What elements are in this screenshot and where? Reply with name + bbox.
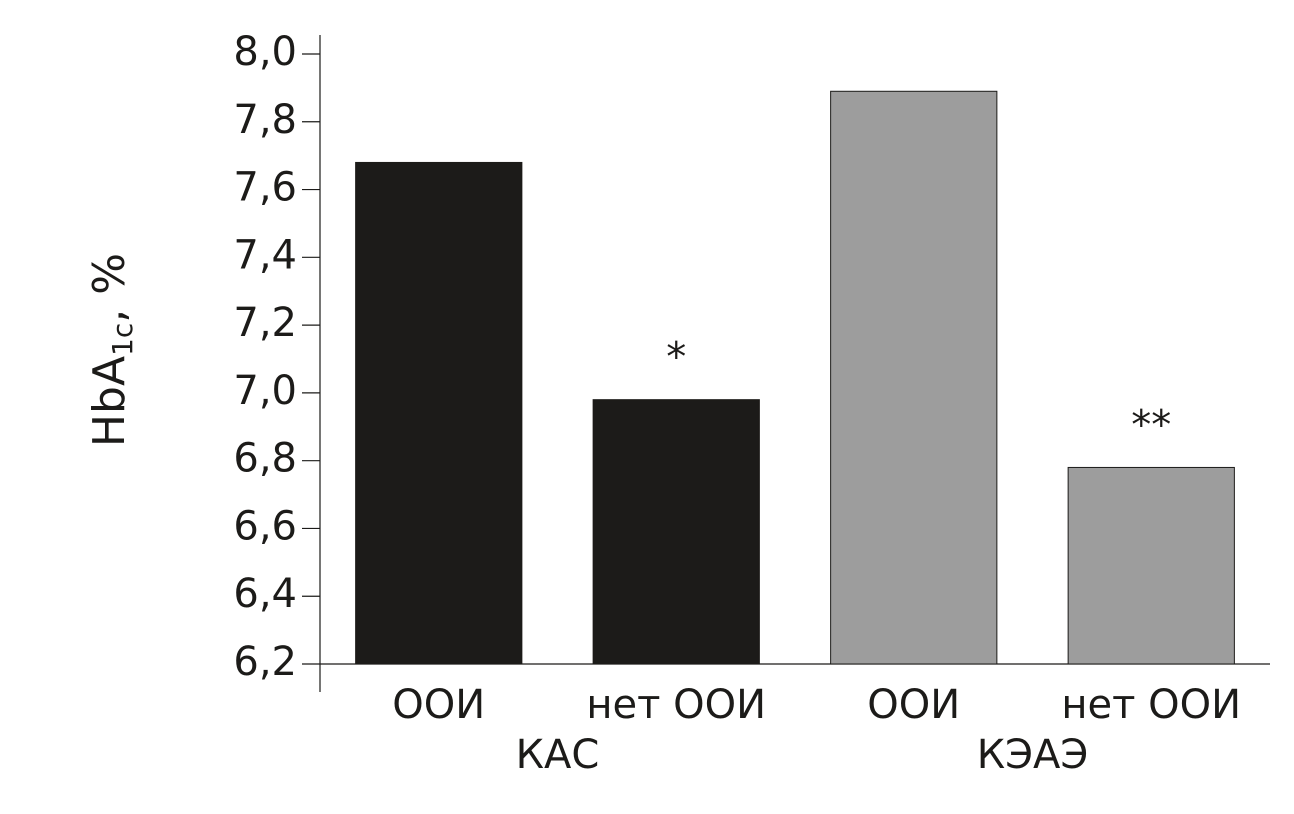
x-tick-label: ООИ <box>392 682 485 728</box>
group-label: КЭАЭ <box>977 732 1089 778</box>
group-label: КАС <box>516 732 600 778</box>
x-tick-label: нет ООИ <box>1061 682 1241 728</box>
x-tick-label: ООИ <box>867 682 960 728</box>
y-tick-label: 6,4 <box>233 571 297 617</box>
y-label-suffix: , % <box>84 253 135 323</box>
y-tick-label: 7,4 <box>233 232 297 278</box>
y-tick-label: 6,2 <box>233 639 297 685</box>
y-tick-label: 8,0 <box>233 29 297 75</box>
y-tick-label: 6,6 <box>233 503 297 549</box>
y-tick-label: 7,6 <box>233 165 297 211</box>
y-axis-label: HbA1c, % <box>84 253 139 447</box>
bar <box>355 161 523 665</box>
annotation: * <box>666 335 686 381</box>
x-tick-label: нет ООИ <box>586 682 766 728</box>
y-label-subscript: 1c <box>106 323 139 356</box>
y-tick-label: 7,2 <box>233 300 297 346</box>
bar <box>1067 466 1235 665</box>
y-label-main: HbA <box>84 356 135 447</box>
bar <box>830 90 998 665</box>
y-tick-label: 6,8 <box>233 436 297 482</box>
bar <box>592 399 760 665</box>
annotation: ** <box>1131 402 1171 448</box>
y-tick-label: 7,0 <box>233 368 297 414</box>
y-tick-label: 7,8 <box>233 97 297 143</box>
